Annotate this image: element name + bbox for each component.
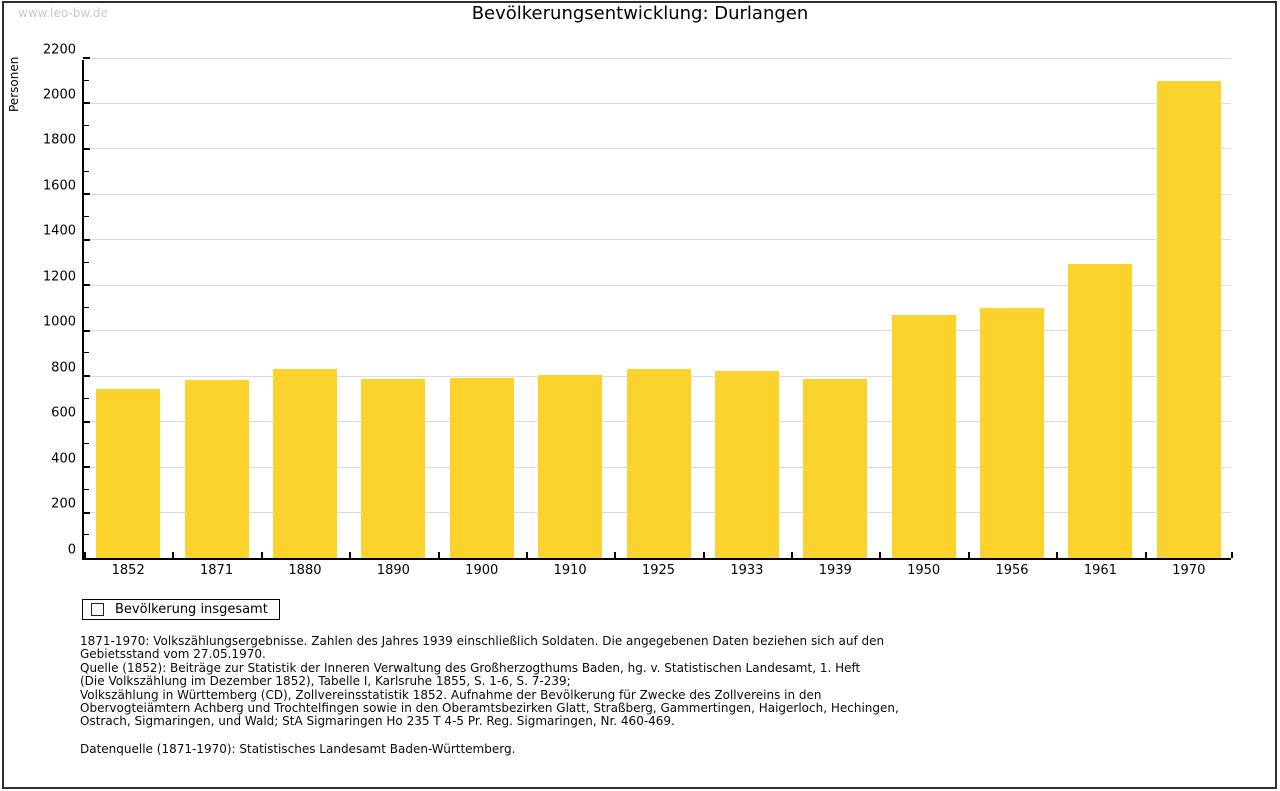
x-boundary-tick [525, 552, 528, 558]
bar-1925 [626, 369, 691, 558]
x-tick-label: 1871 [200, 563, 234, 578]
x-boundary-tick [260, 552, 263, 558]
x-tick-label: 1933 [730, 563, 764, 578]
y-minor-tick [83, 534, 89, 536]
footnote-line: (Die Volkszählung im Dezember 1852), Tab… [80, 674, 571, 689]
y-major-tick [83, 329, 90, 332]
gridline [84, 57, 1231, 59]
x-boundary-tick [437, 552, 440, 558]
footnote-line: 1871-1970: Volkszählungsergebnisse. Zahl… [80, 634, 885, 648]
bar-1890 [361, 379, 426, 558]
source-notes: 1871-1970: Volkszählungsergebnisse. Zahl… [80, 634, 1220, 756]
x-tick-label: 1900 [465, 563, 499, 578]
y-tick-label: 600 [51, 405, 76, 421]
y-tick-label: 400 [51, 451, 76, 467]
x-tick-label: 1852 [111, 563, 145, 578]
x-tick-label: 1880 [288, 563, 322, 578]
chart-title: Bevölkerungsentwicklung: Durlangen [471, 3, 809, 24]
bar-1970 [1156, 80, 1221, 558]
datasource-line: Datenquelle (1871-1970): Statistisches L… [80, 741, 516, 756]
bar-1910 [538, 374, 603, 558]
x-tick-label: 1970 [1172, 563, 1206, 578]
x-boundary-tick [349, 552, 352, 558]
y-axis-label: Personen [7, 56, 21, 112]
y-minor-tick [83, 397, 89, 399]
y-minor-tick [83, 443, 89, 445]
y-major-tick [83, 147, 90, 150]
footnote-line: Ostrach, Sigmaringen, und Wald; StA Sigm… [80, 714, 675, 729]
bar-1880 [272, 369, 337, 558]
bar-1950 [891, 314, 956, 558]
y-minor-tick [83, 170, 89, 172]
gridline [84, 102, 1231, 104]
y-major-tick [83, 57, 90, 59]
gridline [84, 148, 1231, 150]
x-boundary-tick [1231, 552, 1233, 558]
legend: Bevölkerung insgesamt [82, 599, 280, 620]
gridline [84, 284, 1231, 286]
y-major-tick [83, 238, 90, 241]
bar-1871 [184, 380, 249, 558]
y-tick-label: 1000 [42, 314, 76, 330]
footnote-line: Quelle (1852): Beiträge zur Statistik de… [80, 660, 861, 675]
x-tick-label: 1950 [907, 563, 941, 578]
x-boundary-tick [1056, 552, 1059, 558]
y-tick-label: 1200 [42, 269, 76, 285]
x-boundary-tick [791, 552, 794, 558]
gridline [84, 330, 1231, 332]
footnote-line: Gebietsstand vom 27.05.1970. [80, 647, 266, 662]
y-minor-tick [83, 125, 89, 127]
watermark: www.leo-bw.de [18, 6, 108, 20]
y-major-tick [83, 420, 90, 423]
y-tick-label: 1400 [42, 223, 76, 239]
y-tick-label: 800 [51, 360, 76, 376]
gridline [84, 193, 1231, 195]
y-tick-label: 1600 [42, 178, 76, 194]
bar-1961 [1068, 263, 1133, 558]
y-minor-tick [83, 216, 89, 218]
plot-area: 0 200 400 600 800 1000 1200 1400 1600 1800 2000 220… [43, 42, 1233, 578]
x-boundary-tick [967, 552, 970, 558]
x-boundary-tick [84, 552, 86, 558]
y-major-tick [83, 466, 90, 469]
y-minor-tick [83, 261, 89, 263]
gridline [84, 239, 1231, 241]
y-minor-tick [83, 79, 89, 81]
y-minor-tick [83, 488, 89, 490]
x-tick-label: 1961 [1083, 563, 1117, 578]
x-tick-label: 1956 [995, 563, 1029, 578]
y-tick-label: 2200 [42, 42, 76, 57]
x-boundary-tick [614, 552, 617, 558]
footnote-line: Obervogteiämtern Achberg und Trochtelfin… [80, 701, 899, 716]
x-tick-label: 1939 [818, 563, 852, 578]
x-boundary-tick [172, 552, 175, 558]
y-major-tick [83, 284, 90, 287]
y-tick-label: 2000 [42, 87, 76, 103]
bar-1852 [96, 388, 161, 558]
y-major-tick [83, 511, 90, 514]
y-tick-label: 1800 [42, 132, 76, 148]
x-boundary-tick [702, 552, 705, 558]
y-minor-tick [83, 352, 89, 354]
bar-1900 [449, 378, 514, 558]
y-major-tick [83, 193, 90, 196]
x-boundary-tick [1144, 552, 1147, 558]
y-minor-tick [83, 307, 89, 308]
y-major-tick [83, 102, 90, 105]
bar-1956 [980, 307, 1045, 558]
legend-swatch-icon [91, 603, 104, 616]
legend-label: Bevölkerung insgesamt [115, 602, 268, 617]
bar-1939 [803, 379, 868, 558]
x-tick-label: 1890 [376, 563, 410, 578]
y-tick-label: 200 [51, 496, 76, 512]
x-tick-label: 1910 [553, 563, 587, 578]
bar-1933 [714, 370, 779, 558]
footnote-line: Volkszählung in Württemberg (CD), Zollve… [80, 687, 822, 702]
y-tick-label: 0 [67, 542, 76, 557]
y-major-tick [83, 375, 90, 378]
x-boundary-tick [879, 552, 882, 558]
x-tick-label: 1925 [641, 563, 676, 578]
